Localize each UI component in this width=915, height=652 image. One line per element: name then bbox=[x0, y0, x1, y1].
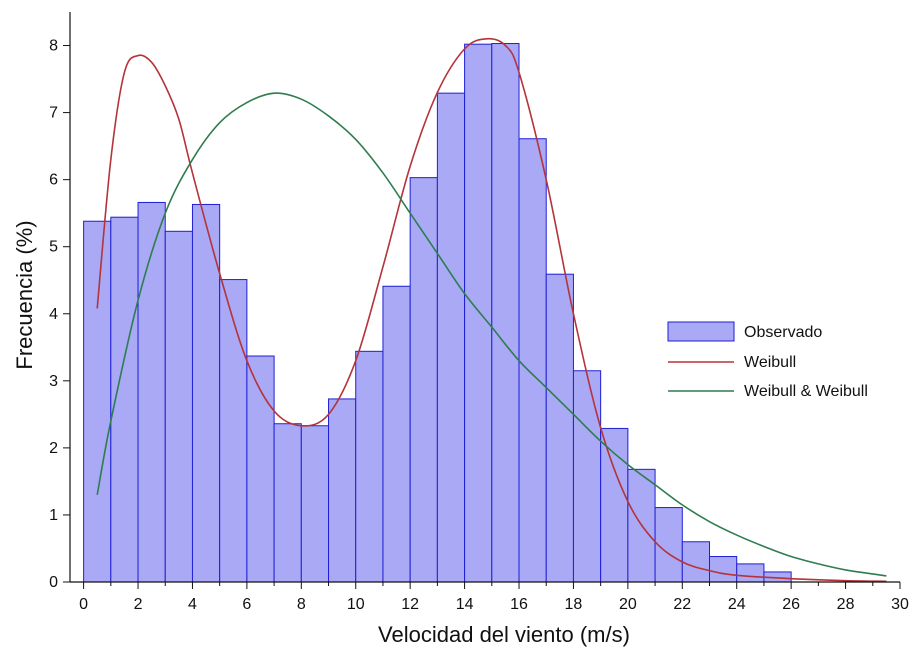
y-tick-label: 7 bbox=[49, 105, 58, 122]
bar bbox=[274, 424, 301, 582]
bar bbox=[410, 178, 437, 582]
y-tick-label: 5 bbox=[49, 239, 58, 256]
x-tick-label: 8 bbox=[297, 596, 306, 613]
bar bbox=[737, 564, 764, 582]
x-tick-label: 10 bbox=[347, 596, 365, 613]
bar bbox=[573, 371, 600, 582]
y-tick-label: 8 bbox=[49, 38, 58, 55]
bar bbox=[492, 44, 519, 582]
x-tick-label: 26 bbox=[782, 596, 800, 613]
legend-swatch-observado bbox=[668, 322, 734, 341]
legend: Observado Weibull Weibull & Weibull bbox=[668, 322, 868, 400]
x-axis-title: Velocidad del viento (m/s) bbox=[378, 622, 630, 647]
bar bbox=[710, 557, 737, 582]
x-tick-label: 22 bbox=[673, 596, 691, 613]
legend-label-weibull-weibull: Weibull & Weibull bbox=[744, 383, 868, 400]
y-tick-label: 0 bbox=[49, 574, 58, 591]
x-tick-label: 30 bbox=[891, 596, 909, 613]
x-tick-label: 6 bbox=[242, 596, 251, 613]
bar bbox=[601, 428, 628, 582]
x-tick-label: 12 bbox=[401, 596, 419, 613]
x-tick-label: 0 bbox=[79, 596, 88, 613]
x-tick-label: 2 bbox=[134, 596, 143, 613]
bar bbox=[301, 426, 328, 582]
y-ticks: 0 1 2 3 4 5 6 7 8 bbox=[49, 38, 70, 591]
y-tick-label: 1 bbox=[49, 507, 58, 524]
bar bbox=[546, 274, 573, 582]
bar bbox=[655, 508, 682, 582]
bar bbox=[437, 93, 464, 582]
y-axis-title: Frecuencia (%) bbox=[12, 220, 37, 369]
x-tick-label: 14 bbox=[456, 596, 474, 613]
bar bbox=[465, 44, 492, 582]
x-tick-label: 24 bbox=[728, 596, 746, 613]
legend-label-observado: Observado bbox=[744, 324, 822, 341]
bar bbox=[356, 351, 383, 582]
y-tick-label: 2 bbox=[49, 440, 58, 457]
y-tick-label: 6 bbox=[49, 172, 58, 189]
x-ticks: 0 2 4 6 8 10 12 14 16 18 20 22 24 26 28 30 bbox=[79, 582, 909, 613]
bar bbox=[329, 399, 356, 582]
legend-label-weibull: Weibull bbox=[744, 354, 796, 371]
bar bbox=[138, 202, 165, 582]
bar bbox=[682, 542, 709, 582]
x-tick-label: 20 bbox=[619, 596, 637, 613]
x-tick-label: 28 bbox=[837, 596, 855, 613]
x-tick-label: 4 bbox=[188, 596, 197, 613]
bar bbox=[84, 221, 111, 582]
y-tick-label: 3 bbox=[49, 373, 58, 390]
y-tick-label: 4 bbox=[49, 306, 58, 323]
bar bbox=[519, 139, 546, 582]
bars-layer bbox=[84, 44, 792, 582]
x-tick-label: 18 bbox=[565, 596, 583, 613]
bar bbox=[220, 280, 247, 582]
bar bbox=[165, 231, 192, 582]
bar bbox=[383, 286, 410, 582]
x-tick-label: 16 bbox=[510, 596, 528, 613]
